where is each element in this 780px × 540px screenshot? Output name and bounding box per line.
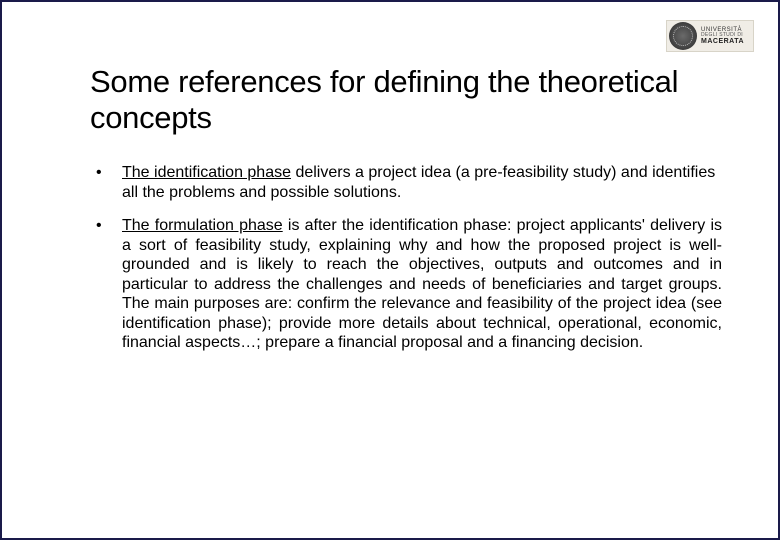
slide-title: Some references for defining the theoret… (90, 64, 722, 135)
list-item: The formulation phase is after the ident… (90, 216, 722, 353)
bullet-lead: The formulation phase (122, 217, 283, 234)
university-logo: UNIVERSITÀ DEGLI STUDI DI MACERATA (666, 20, 754, 52)
logo-seal-icon (669, 22, 697, 50)
bullet-list: The identification phase delivers a proj… (90, 163, 722, 353)
logo-line3: MACERATA (701, 38, 744, 45)
logo-text: UNIVERSITÀ DEGLI STUDI DI MACERATA (701, 27, 744, 45)
list-item: The identification phase delivers a proj… (90, 163, 722, 202)
bullet-rest: is after the identification phase: proje… (122, 217, 722, 351)
slide-content: Some references for defining the theoret… (2, 2, 778, 353)
bullet-lead: The identification phase (122, 164, 291, 181)
